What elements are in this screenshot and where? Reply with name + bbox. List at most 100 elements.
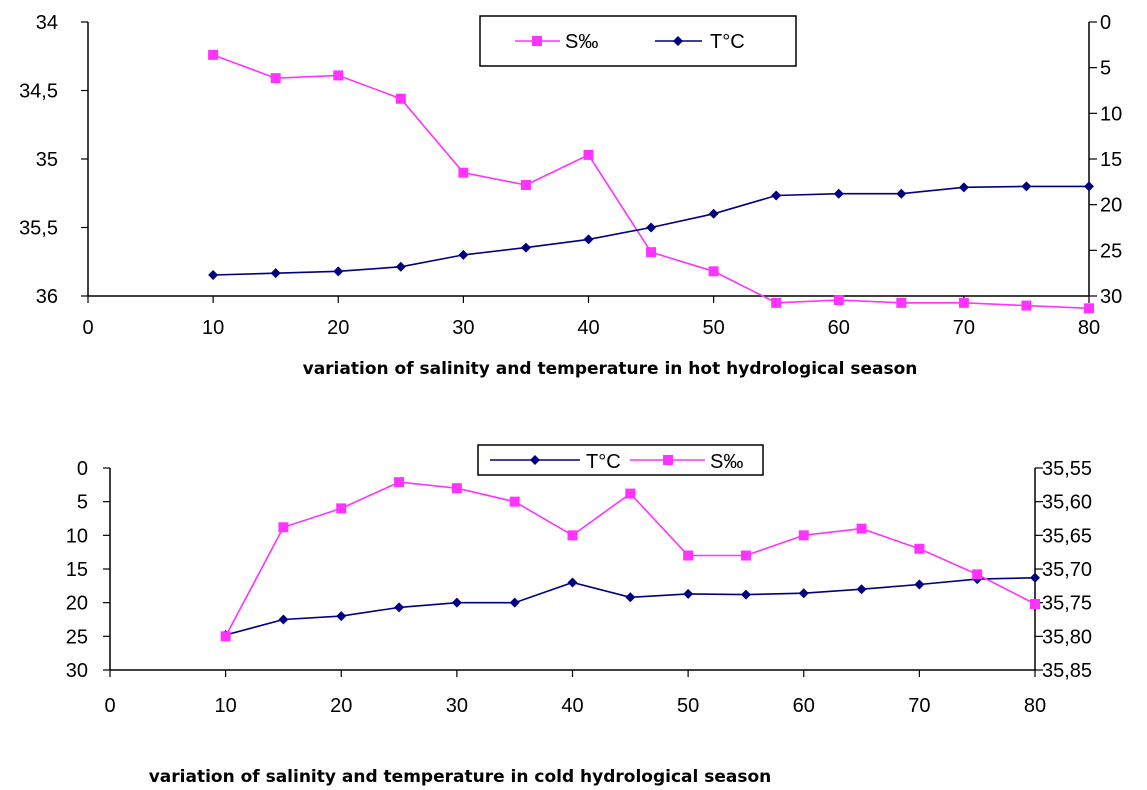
chart1-x-axis-label: variation of salinity and temperature in… [303,359,918,379]
chart1-temperature-point [646,222,657,233]
chart2-x-axis-label: variation of salinity and temperature in… [149,767,772,787]
chart1-right-tick-label: 0 [1100,12,1111,34]
chart1-salinity-point [458,167,469,178]
chart1-temperature-point [395,261,406,272]
chart1-temperature-point [583,234,594,245]
chart1-salinity-point [208,49,219,60]
chart1-right-tick-label: 30 [1100,286,1122,308]
chart1-salinity-point [583,149,594,160]
chart1-x-tick-label: 50 [703,317,725,339]
chart2-x-tick-label: 0 [104,695,115,717]
chart2-legend-t-label: T°C [586,451,621,473]
chart2-legend-s-label: S‰ [710,451,743,473]
chart2-right-tick-label: 35,85 [1042,660,1092,682]
chart1-salinity-point [708,266,719,277]
chart2-temperature-line [225,577,1036,636]
chart2-salinity-point [1030,599,1040,610]
chart2-temperature-point [625,592,636,603]
chart1-temperature-point [958,182,969,193]
chart1-salinity-point [958,297,969,308]
chart1-temperature-point [520,242,531,253]
chart1-temperature-point [1021,181,1032,192]
chart2-x-tick-label: 30 [446,695,468,717]
chart1-right-tick-label: 15 [1100,149,1122,171]
chart2-temperature-point [798,588,809,599]
chart2-salinity-point [798,530,809,541]
chart2-temperature-point [683,588,694,599]
chart2-right-tick-label: 35,65 [1042,525,1092,547]
chart2-right-tick-label: 35,55 [1042,458,1092,480]
chart2-right-tick-label: 35,80 [1042,626,1092,648]
chart2-salinity-point [509,496,520,507]
chart1-legend-t-marker [673,36,683,46]
chart2-left-tick-label: 20 [66,593,88,615]
chart1-salinity-point [896,297,907,308]
chart2-legend-t-marker [530,455,540,465]
chart1-salinity-point [395,93,406,104]
chart2-right-tick-label: 35,60 [1042,492,1092,514]
chart1-temperature-point [1084,181,1094,192]
chart2-left-tick-label: 0 [77,458,88,480]
chart1-x-tick-label: 0 [82,317,93,339]
chart1-salinity-point [520,180,531,191]
chart1-right-tick-label: 20 [1100,195,1122,217]
chart1-legend-s-marker [532,36,542,46]
chart2-left-tick-label: 10 [66,525,88,547]
chart1-right-tick-label: 5 [1100,58,1111,80]
chart2-x-tick-label: 60 [793,695,815,717]
chart1-temperature-point [708,208,719,219]
chart1-salinity-point [1084,303,1094,314]
chart1-left-tick-label: 34,5 [19,81,58,103]
chart2-salinity-point [278,522,289,533]
chart2-salinity-point [914,543,925,554]
chart2-salinity-point [972,569,983,580]
chart1-x-tick-label: 10 [202,317,224,339]
chart2-temperature-point [567,577,578,588]
chart2-temperature-point [856,584,867,595]
chart1-temperature-point [208,269,219,280]
chart2-temperature-point [740,589,751,600]
chart2: T°C S‰ variation of salinity and tempera… [149,444,772,787]
chart2-temperature-point [394,602,405,613]
chart2-x-tick-label: 40 [561,695,583,717]
chart1-legend-s-label: S‰ [565,31,598,53]
chart2-salinity-point [220,631,231,642]
chart2-left-tick-label: 30 [66,660,88,682]
chart2-left-tick-label: 25 [66,626,88,648]
chart2-temperature-point [914,579,925,590]
chart2-salinity-line [224,481,1036,637]
chart2-salinity-point [567,530,578,541]
chart1-temperature-point [833,188,844,199]
chart1-x-tick-label: 70 [953,317,975,339]
chart2-x-tick-label: 10 [215,695,237,717]
chart1-salinity-point [646,247,657,258]
chart1-right-tick-label: 10 [1100,103,1122,125]
chart2-left-tick-label: 15 [66,559,88,581]
chart2-salinity-point [683,550,694,561]
chart1-plot: 34 34,5 35 35,5 36 0 5 10 15 20 25 30 0 10 20 30 40 50 60 7… [19,12,1122,339]
chart2-salinity-point [625,488,636,499]
chart2-temperature-point [1030,572,1040,583]
chart1-salinity-point [771,297,782,308]
chart1-temperature-point [270,268,281,279]
chart2-temperature-point [509,597,520,608]
chart2-salinity-point [394,477,405,488]
chart1-right-tick-label: 25 [1100,240,1122,262]
chart2-salinity-point [336,503,347,514]
chart2-right-tick-label: 35,75 [1042,593,1092,615]
chart1-salinity-point [1021,300,1032,311]
chart1-temperature-point [896,188,907,199]
chart1-left-tick-label: 34 [36,12,58,34]
chart1-temperature-point [771,190,782,201]
chart1-x-tick-label: 30 [452,317,474,339]
chart1-x-tick-label: 20 [327,317,349,339]
chart2-legend-s-marker [663,455,673,465]
chart2-salinity-point [451,483,462,494]
chart1-salinity-point [270,73,281,84]
chart1-salinity-point [333,70,344,81]
chart2-x-tick-label: 20 [330,695,352,717]
chart1: S‰ T°C variation of salinity and tempera… [303,15,918,379]
chart1-x-tick-label: 60 [828,317,850,339]
chart1-x-tick-label: 80 [1078,317,1100,339]
